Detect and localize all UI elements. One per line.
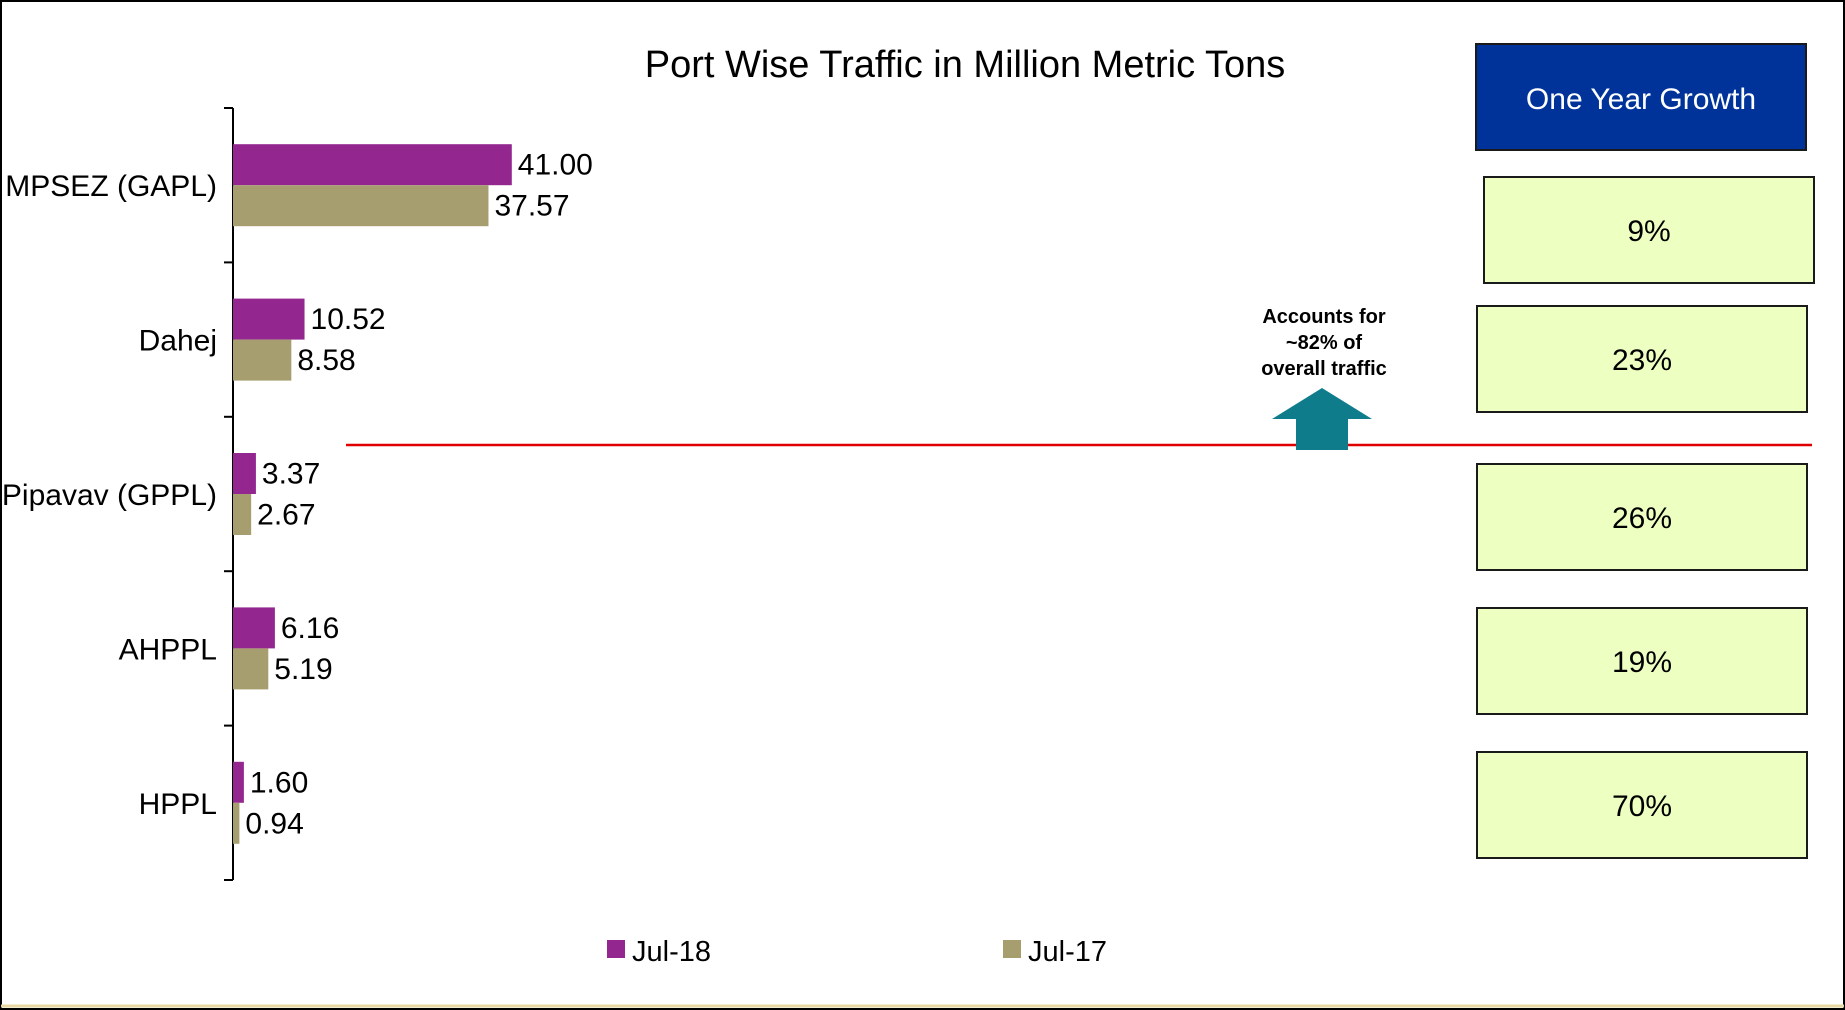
growth-value: 70%	[1612, 790, 1672, 823]
data-label: 3.37	[262, 458, 320, 491]
category-label: AHPPL	[119, 633, 217, 666]
growth-header-box	[1475, 43, 1807, 151]
growth-value: 26%	[1612, 502, 1672, 535]
category-label: Pipavav (GPPL)	[2, 479, 217, 512]
data-label: 37.57	[494, 190, 569, 223]
bar-jul17-0	[233, 185, 489, 227]
callout-line-3: overall traffic	[1261, 358, 1387, 380]
bar-jul18-3	[233, 607, 275, 649]
legend-label-jul17: Jul-17	[1028, 936, 1107, 968]
growth-header: One Year Growth	[1526, 83, 1756, 116]
data-label: 2.67	[257, 499, 315, 532]
data-label: 0.94	[245, 807, 303, 840]
growth-value: 9%	[1627, 215, 1670, 248]
legend-swatch-jul17	[1003, 940, 1021, 958]
growth-box	[1476, 751, 1808, 859]
bar-jul18-1	[233, 298, 305, 340]
growth-panel: 9% 23% 26% 19% 70%	[1476, 176, 1815, 859]
category-label: Dahej	[139, 325, 217, 358]
bar-jul18-0	[233, 144, 512, 186]
category-label: MPSEZ (GAPL)	[5, 170, 217, 203]
chart-title: Port Wise Traffic in Million Metric Tons	[645, 44, 1286, 86]
data-label: 41.00	[518, 149, 593, 182]
data-label: 10.52	[311, 303, 386, 336]
up-arrow-icon	[1272, 388, 1372, 450]
bars	[233, 144, 512, 844]
growth-box	[1476, 607, 1808, 715]
bar-jul17-3	[233, 648, 269, 690]
bar-jul17-2	[233, 494, 252, 535]
bar-jul18-2	[233, 453, 256, 494]
growth-box	[1476, 305, 1808, 413]
bar-jul17-1	[233, 339, 292, 381]
data-label: 1.60	[250, 766, 308, 799]
bar-jul17-4	[233, 802, 240, 844]
labels: MPSEZ (GAPL) Dahej Pipavav (GPPL) AHPPL HPPL…	[2, 149, 593, 841]
legend-label-jul18: Jul-18	[632, 936, 711, 968]
data-label: 6.16	[281, 612, 339, 645]
data-label: 5.19	[274, 653, 332, 686]
growth-value: 19%	[1612, 646, 1672, 679]
data-label: 8.58	[297, 344, 355, 377]
callout-line-2: ~82% of	[1286, 332, 1362, 354]
legend-swatch-jul18	[607, 940, 625, 958]
growth-box	[1483, 176, 1815, 284]
bar-jul18-4	[233, 761, 244, 803]
category-label: HPPL	[139, 788, 217, 821]
callout-line-1: Accounts for	[1262, 306, 1386, 328]
growth-box	[1476, 463, 1808, 571]
growth-value: 23%	[1612, 344, 1672, 377]
